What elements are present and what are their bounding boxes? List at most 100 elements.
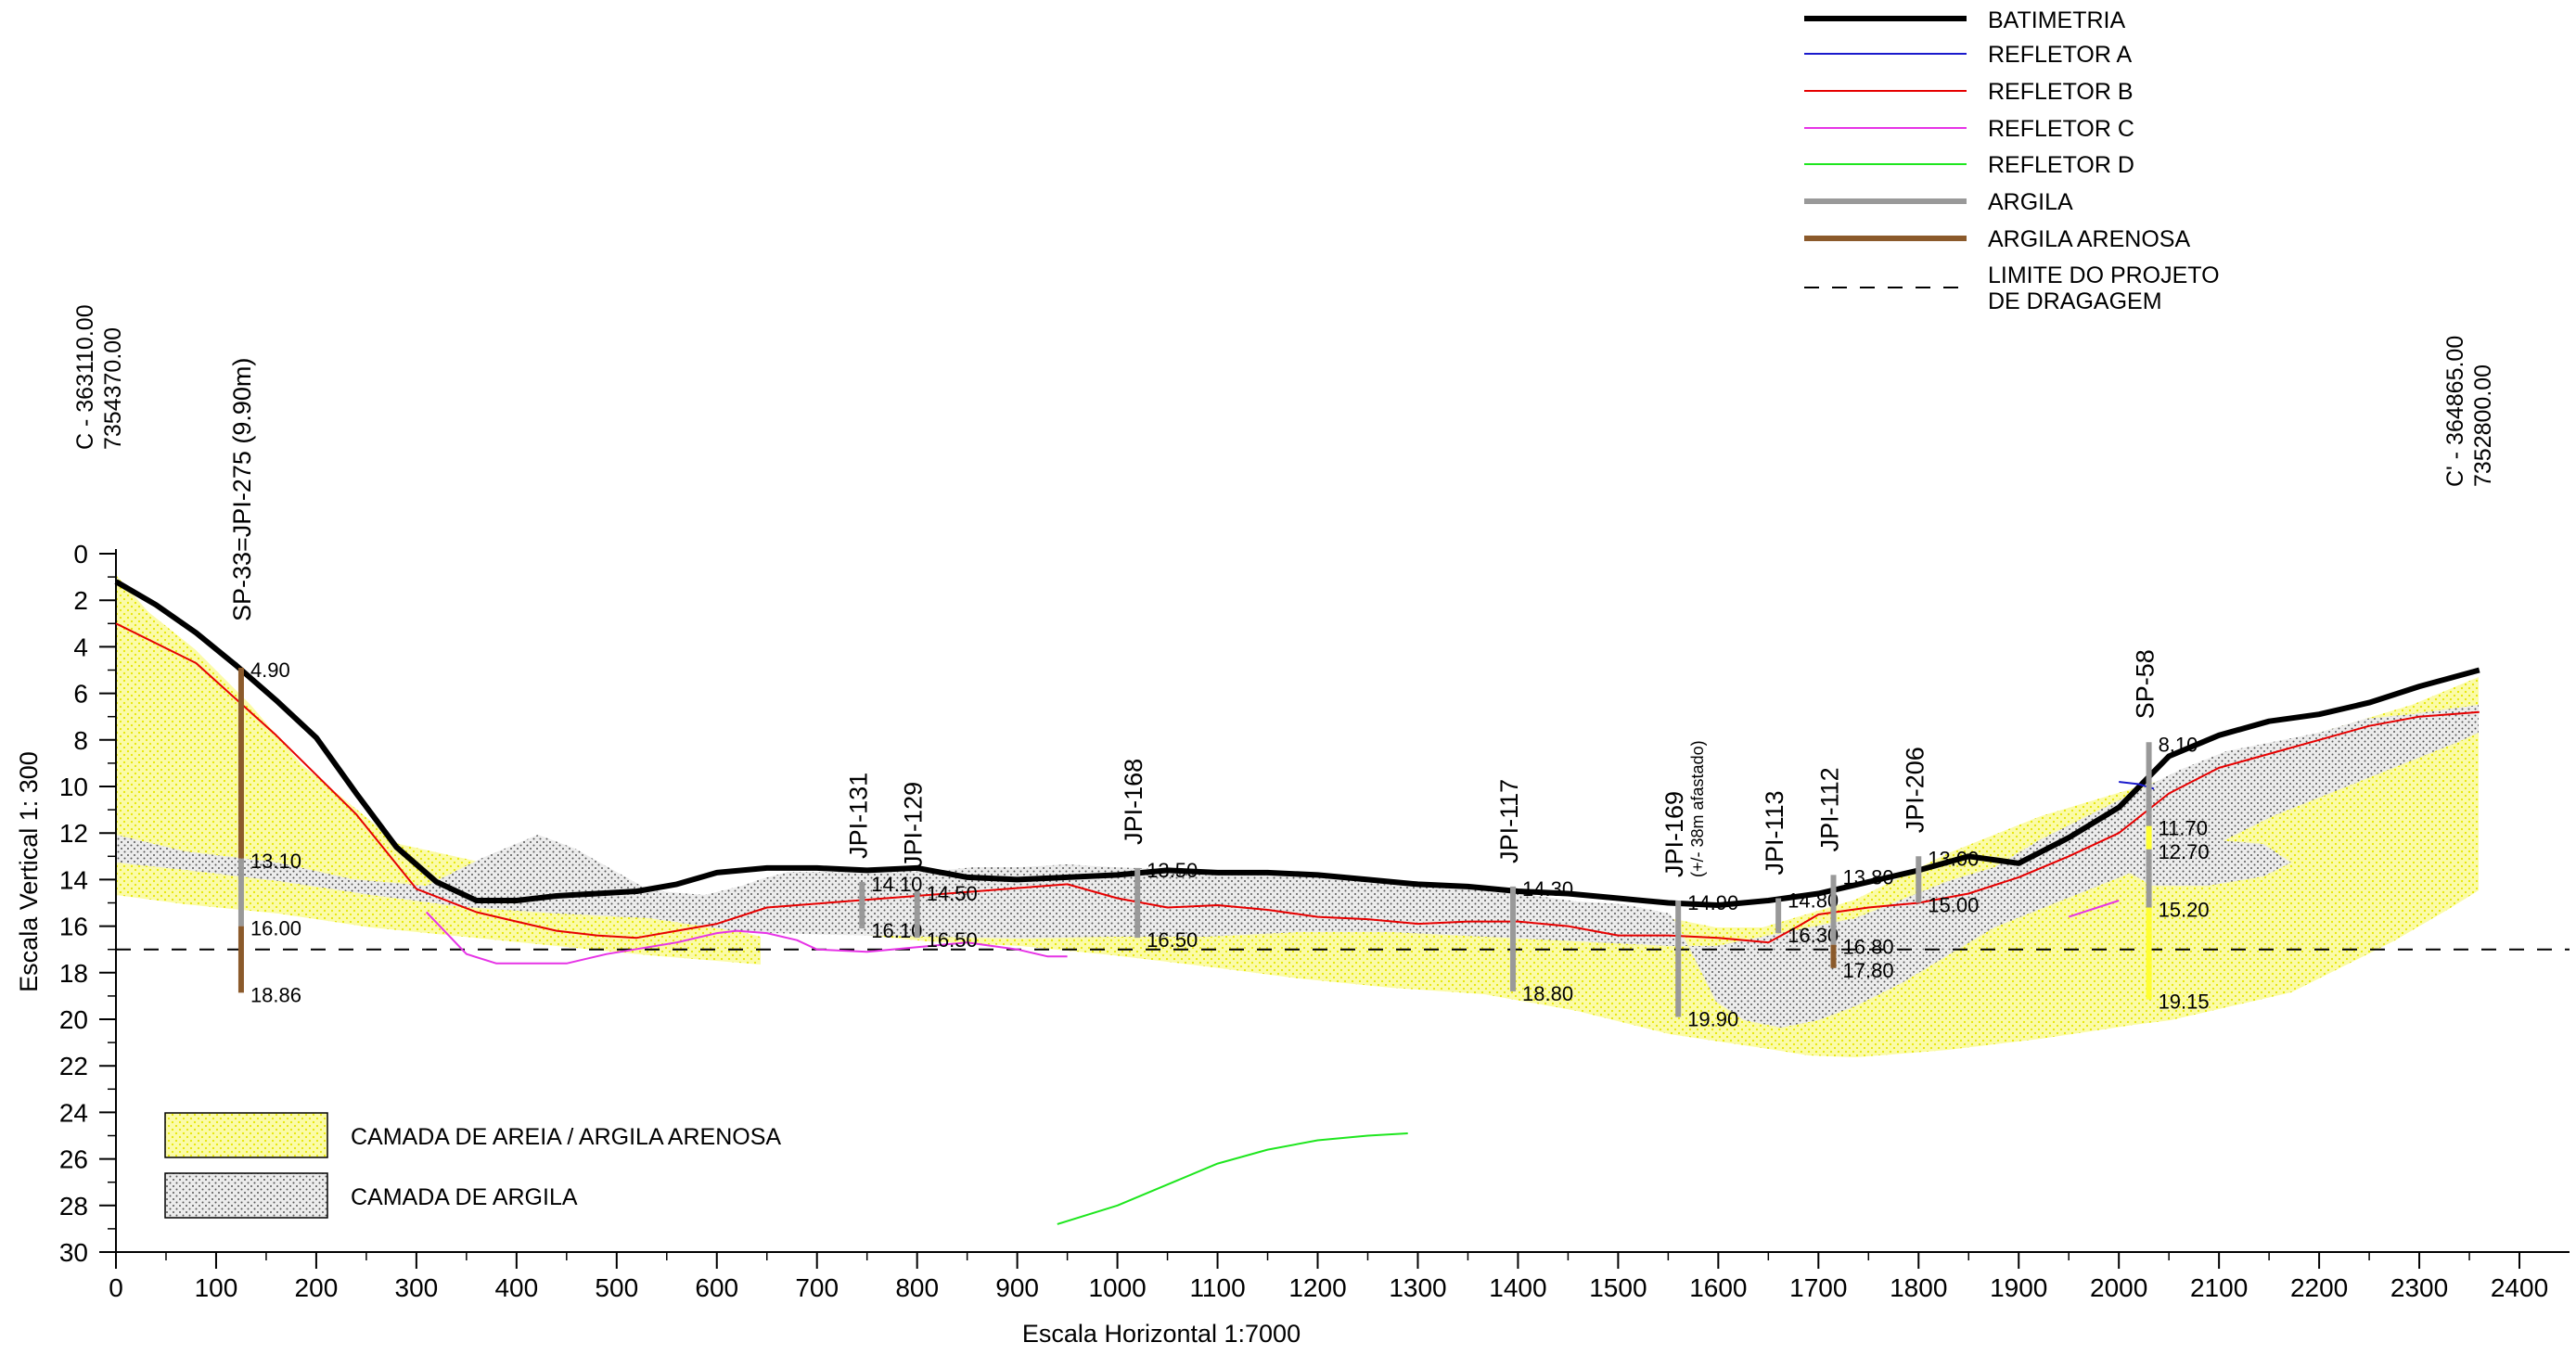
borehole-depth-label: 8.10 [2159,733,2198,756]
legend-label-refletor-b: REFLETOR B [1988,79,2134,105]
clay-lens [2120,839,2291,886]
x-tick-label: 200 [295,1273,339,1302]
boreholes: 4.90 13.10 16.00 18.86 SP-33=JPI-275 (9.90m)… [228,358,2210,1031]
x-tick-label: 300 [395,1273,439,1302]
y-tick-label: 22 [59,1052,88,1080]
legend-label-batimetria: BATIMETRIA [1988,7,2125,33]
borehole-jpi-206: 13.00 15.00 JPI-206 [1901,747,1979,916]
borehole-jpi-131: 14.10 16.10 JPI-131 [844,773,922,942]
layer-swatch-areia [164,1112,328,1158]
x-axis-title: Escala Horizontal 1:7000 [1022,1320,1301,1348]
y-tick-label: 28 [59,1192,88,1221]
borehole-depth-label: 19.15 [2159,991,2210,1014]
borehole-depth-label: 14.50 [927,882,978,905]
y-tick-label: 0 [73,540,88,569]
legend-label-refletor-a: REFLETOR A [1988,42,2132,68]
y-tick-label: 30 [59,1238,88,1267]
y-tick-label: 24 [59,1098,88,1127]
borehole-depth-label: 12.70 [2159,840,2210,863]
borehole-depth-label: 18.86 [250,983,301,1006]
x-tick-label: 1900 [1990,1273,2047,1302]
legend-label-argila: ARGILA [1988,189,2073,215]
borehole-depth-label: 14.10 [871,873,922,896]
y-tick-label: 10 [59,773,88,801]
x-tick-label: 1200 [1288,1273,1346,1302]
x-tick-label: 400 [494,1273,538,1302]
y-tick-label: 2 [73,586,88,615]
borehole-note: (+/- 38m afastado) [1688,740,1707,877]
legend: BATIMETRIA REFLETOR A REFLETOR B REFLETO… [1804,7,2220,314]
borehole-name: JPI-117 [1495,779,1523,863]
legend-label-refletor-c: REFLETOR C [1988,116,2134,142]
borehole-sp-33-jpi-275-9-90m-: 4.90 13.10 16.00 18.86 SP-33=JPI-275 (9.90m) [228,358,301,1007]
borehole-depth-label: 17.80 [1843,959,1894,982]
x-tick-label: 100 [195,1273,238,1302]
y-tick-label: 12 [59,819,88,848]
plot-area [114,579,2570,1225]
borehole-name: JPI-129 [900,782,928,868]
x-tick-label: 700 [795,1273,839,1302]
borehole-jpi-169: 14.90 19.90 JPI-169 (+/- 38m afastado) [1660,740,1738,1030]
borehole-depth-label: 13.00 [1928,847,1979,870]
endpoint-left-line2: 7354370.00 [100,327,126,450]
borehole-depth-label: 13.80 [1843,865,1894,888]
layer-label-areia: CAMADA DE AREIA / ARGILA ARENOSA [351,1124,781,1150]
x-tick-label: 2000 [2090,1273,2147,1302]
x-tick-label: 2200 [2290,1273,2348,1302]
borehole-jpi-129: 14.50 16.50 JPI-129 [900,782,978,952]
borehole-depth-label: 18.80 [1522,982,1573,1005]
borehole-depth-label: 14.30 [1522,877,1573,901]
x-tick-label: 1700 [1789,1273,1847,1302]
x-tick-label: 1100 [1189,1273,1245,1302]
borehole-depth-label: 16.50 [1147,928,1198,952]
x-tick-label: 1800 [1890,1273,1947,1302]
y-axis-title: Escala Vertical 1: 300 [15,751,43,992]
y-tick-label: 20 [59,1005,88,1034]
x-tick-label: 900 [995,1273,1039,1302]
y-tick-label: 18 [59,959,88,988]
borehole-depth-label: 19.90 [1687,1007,1738,1030]
x-tick-label: 1400 [1489,1273,1546,1302]
y-tick-label: 26 [59,1145,88,1174]
borehole-depth-label: 16.30 [1788,924,1839,947]
x-tick-label: 1500 [1589,1273,1647,1302]
clay-layer [116,705,2479,1028]
borehole-depth-label: 13.50 [1147,859,1198,882]
legend-label-argila-arenosa: ARGILA ARENOSA [1988,226,2190,252]
borehole-name: JPI-168 [1120,759,1147,845]
borehole-name: JPI-131 [844,773,872,859]
layer-label-argila: CAMADA DE ARGILA [351,1184,578,1210]
x-tick-label: 2100 [2190,1273,2248,1302]
y-tick-label: 6 [73,680,88,709]
borehole-depth-label: 15.00 [1928,894,1979,917]
borehole-jpi-168: 13.50 16.50 JPI-168 [1120,759,1198,952]
borehole-name: JPI-169 [1660,791,1688,877]
borehole-depth-label: 13.10 [250,850,301,873]
x-tick-label: 600 [695,1273,738,1302]
series-line-batimetria [114,579,2480,908]
x-tick-label: 0 [109,1273,123,1302]
x-tick-label: 2400 [2491,1273,2548,1302]
borehole-name: JPI-206 [1901,747,1929,833]
borehole-name: SP-33=JPI-275 (9.90m) [228,358,256,621]
y-tick-label: 4 [73,633,88,661]
y-tick-label: 16 [59,913,88,941]
borehole-depth-label: 16.00 [250,917,301,940]
series-line-refletor-d [1057,1132,1408,1225]
legend-label-limite-line1: LIMITE DO PROJETO [1988,262,2220,288]
endpoint-left-line1: C - 363110.00 [72,304,98,450]
borehole-depth-label: 16.10 [871,919,922,942]
x-tick-label: 2300 [2390,1273,2448,1302]
endpoint-right-line2: 7352800.00 [2470,364,2496,487]
borehole-depth-label: 14.90 [1687,891,1738,914]
geology-layers [116,575,2479,1057]
series-line-refletor-b [115,622,2480,944]
layer-swatch-argila [164,1172,328,1219]
borehole-depth-label: 11.70 [2159,817,2208,840]
layer-legend: CAMADA DE AREIA / ARGILA ARENOSA CAMADA … [164,1112,781,1219]
x-tick-label: 800 [895,1273,939,1302]
